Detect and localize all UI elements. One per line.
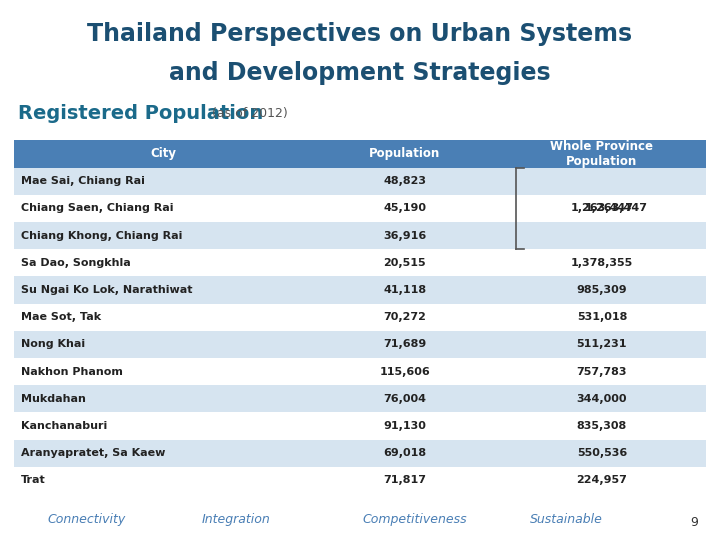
Bar (498, 249, 706, 276)
Bar (312, 331, 498, 358)
Bar (498, 167, 706, 195)
Bar (312, 303, 498, 331)
Bar (312, 249, 498, 276)
Bar (14, 249, 312, 276)
Text: Nong Khai: Nong Khai (22, 340, 86, 349)
Text: 1,378,355: 1,378,355 (571, 258, 633, 268)
Text: 69,018: 69,018 (383, 448, 426, 458)
Bar (14, 276, 312, 303)
Text: 48,823: 48,823 (384, 176, 426, 186)
Bar (498, 331, 706, 358)
Bar (14, 467, 312, 494)
Bar (498, 467, 706, 494)
Bar (498, 140, 706, 167)
Text: 91,130: 91,130 (384, 421, 426, 431)
Text: 344,000: 344,000 (577, 394, 627, 404)
Bar (498, 385, 706, 413)
Text: Mae Sai, Chiang Rai: Mae Sai, Chiang Rai (22, 176, 145, 186)
Bar (14, 140, 312, 167)
Bar (14, 195, 312, 222)
Bar (14, 440, 312, 467)
Text: (as of 2012): (as of 2012) (212, 107, 288, 120)
Bar (14, 358, 312, 385)
Text: Registered Population: Registered Population (18, 104, 264, 123)
Bar (312, 140, 498, 167)
Text: 224,957: 224,957 (577, 475, 627, 485)
Text: 41,118: 41,118 (383, 285, 426, 295)
Text: 985,309: 985,309 (577, 285, 627, 295)
Text: Chiang Saen, Chiang Rai: Chiang Saen, Chiang Rai (22, 204, 174, 213)
Text: 1,263,447: 1,263,447 (570, 204, 634, 213)
Text: Mae Sot, Tak: Mae Sot, Tak (22, 312, 102, 322)
Bar (498, 413, 706, 440)
Bar (312, 222, 498, 249)
Text: Population: Population (369, 147, 441, 160)
Text: 20,515: 20,515 (384, 258, 426, 268)
Text: 71,689: 71,689 (383, 340, 426, 349)
Text: Chiang Khong, Chiang Rai: Chiang Khong, Chiang Rai (22, 231, 183, 241)
Text: 757,783: 757,783 (577, 367, 627, 376)
Bar (14, 331, 312, 358)
Bar (312, 467, 498, 494)
Bar (14, 385, 312, 413)
Bar (498, 303, 706, 331)
Bar (14, 413, 312, 440)
Text: 9: 9 (690, 516, 698, 529)
Text: 511,231: 511,231 (577, 340, 627, 349)
Text: 115,606: 115,606 (379, 367, 431, 376)
Bar (498, 276, 706, 303)
Bar (312, 385, 498, 413)
Bar (312, 358, 498, 385)
Bar (312, 276, 498, 303)
Text: Sa Dao, Songkhla: Sa Dao, Songkhla (22, 258, 131, 268)
Text: 45,190: 45,190 (384, 204, 426, 213)
Bar (312, 167, 498, 195)
Text: Trat: Trat (22, 475, 46, 485)
Bar (498, 440, 706, 467)
Text: 71,817: 71,817 (384, 475, 426, 485)
Text: 70,272: 70,272 (384, 312, 426, 322)
Text: 550,536: 550,536 (577, 448, 627, 458)
Text: Sustainable: Sustainable (530, 513, 603, 526)
Text: Nakhon Phanom: Nakhon Phanom (22, 367, 123, 376)
Text: Competitiveness: Competitiveness (363, 513, 467, 526)
Text: Connectivity: Connectivity (48, 513, 126, 526)
Text: Integration: Integration (202, 513, 271, 526)
Bar (498, 358, 706, 385)
Bar (312, 195, 498, 222)
Bar (498, 222, 706, 249)
Bar (14, 167, 312, 195)
Text: 36,916: 36,916 (383, 231, 426, 241)
Text: Aranyapratet, Sa Kaew: Aranyapratet, Sa Kaew (22, 448, 166, 458)
Text: Kanchanaburi: Kanchanaburi (22, 421, 107, 431)
Text: 835,308: 835,308 (577, 421, 627, 431)
Text: Su Ngai Ko Lok, Narathiwat: Su Ngai Ko Lok, Narathiwat (22, 285, 193, 295)
Text: Whole Province
Population: Whole Province Population (550, 140, 654, 168)
Text: City: City (150, 147, 176, 160)
Text: Thailand Perspectives on Urban Systems: Thailand Perspectives on Urban Systems (87, 22, 633, 46)
Bar (14, 303, 312, 331)
Text: 76,004: 76,004 (384, 394, 426, 404)
Text: Mukdahan: Mukdahan (22, 394, 86, 404)
Text: 1,263,447: 1,263,447 (584, 204, 647, 213)
Bar (498, 195, 706, 222)
Text: and Development Strategies: and Development Strategies (169, 61, 551, 85)
Text: 531,018: 531,018 (577, 312, 627, 322)
Bar (14, 222, 312, 249)
Bar (312, 413, 498, 440)
Bar (312, 440, 498, 467)
